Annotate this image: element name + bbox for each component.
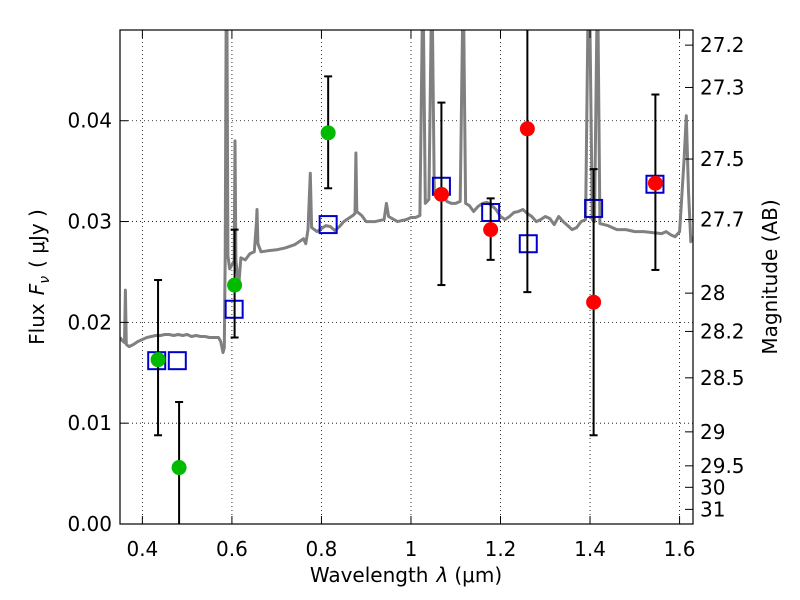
grid <box>120 30 693 525</box>
data-layer <box>120 30 693 355</box>
y2-tick-label: 27.5 <box>700 147 745 171</box>
x-tick-label: 1.4 <box>574 537 606 561</box>
y-tick-label: 0.00 <box>67 512 112 536</box>
x-tick-label: 0.4 <box>126 537 158 561</box>
y2-tick-label: 28.5 <box>700 366 745 390</box>
y2-tick-label: 31 <box>700 497 725 521</box>
x-tick-label: 1.2 <box>485 537 517 561</box>
y2-tick-label: 28.2 <box>700 319 745 343</box>
x-tick-label: 1.6 <box>664 537 696 561</box>
observed-green-point <box>320 125 336 141</box>
y2-tick-label: 28 <box>700 281 725 305</box>
x-tick-label: 0.8 <box>306 537 338 561</box>
y2-tick-label: 29.5 <box>700 454 745 478</box>
y2-axis-label: Magnitude (AB) <box>758 199 782 354</box>
model-photometry-square <box>167 351 187 371</box>
y-tick-label: 0.04 <box>67 109 112 133</box>
plot-frame <box>119 29 694 525</box>
marker-layer <box>147 30 665 524</box>
observed-red-point <box>586 294 602 310</box>
y2-tick-label: 27.3 <box>700 75 745 99</box>
model-spectrum-line <box>120 30 693 355</box>
y2-tick-label: 30 <box>700 475 725 499</box>
y2-tick-label: 29 <box>700 420 725 444</box>
y-tick-label: 0.02 <box>67 310 112 334</box>
observed-green-point <box>150 352 166 368</box>
observed-red-point <box>647 175 663 191</box>
y-tick-label: 0.03 <box>67 210 112 234</box>
y2-tick-label: 27.2 <box>700 33 745 57</box>
observed-red-point <box>519 121 535 137</box>
model-photometry-square <box>318 215 338 235</box>
x-tick-label: 0.6 <box>216 537 248 561</box>
observed-green-point <box>171 460 187 476</box>
axis-ticks: 0.4 0.6 0.8 1 1.2 1.4 1.6 0.00 0.01 0.02 0.03 0.04 2… <box>67 30 745 561</box>
x-axis-label: Wavelength λ (μm) <box>310 563 502 587</box>
observed-red-point <box>433 186 449 202</box>
y-axis-label: FluxFν( μJy ) <box>25 209 53 345</box>
y2-tick-label: 27.7 <box>700 208 745 232</box>
observed-red-point <box>483 222 499 238</box>
x-tick-label: 1 <box>405 537 418 561</box>
observed-green-point <box>227 277 243 293</box>
y-tick-label: 0.01 <box>67 411 112 435</box>
